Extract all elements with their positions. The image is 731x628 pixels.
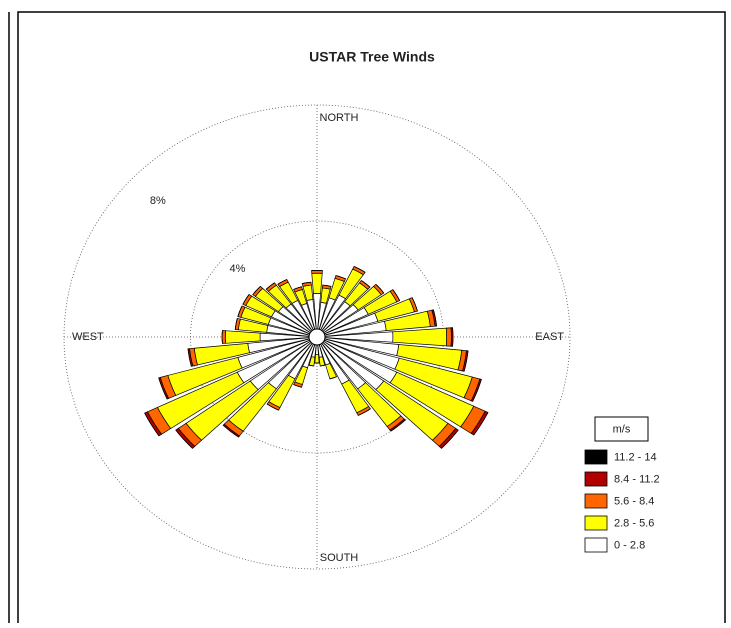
wind-wedge xyxy=(312,273,322,293)
r-tick-label: 4% xyxy=(229,263,245,275)
chart-title: USTAR Tree Winds xyxy=(309,49,435,65)
compass-label: WEST xyxy=(72,331,104,343)
wind-wedge xyxy=(446,328,451,346)
compass-label: NORTH xyxy=(320,112,359,124)
legend-label: 5.6 - 8.4 xyxy=(614,495,654,507)
legend-swatch xyxy=(585,538,607,552)
legend-label: 0 - 2.8 xyxy=(614,539,645,551)
calm-circle xyxy=(309,329,325,345)
wind-wedge xyxy=(315,354,319,363)
legend-swatch xyxy=(585,450,607,464)
legend-label: 8.4 - 11.2 xyxy=(614,473,660,485)
legend-label: 2.8 - 5.6 xyxy=(614,517,654,529)
compass-label: EAST xyxy=(535,331,564,343)
wind-wedge xyxy=(222,330,225,343)
legend-swatch xyxy=(585,494,607,508)
r-tick-label: 8% xyxy=(150,195,166,207)
wind-wedge xyxy=(225,331,260,344)
legend-label: 11.2 - 14 xyxy=(614,451,657,463)
legend-swatch xyxy=(585,516,607,530)
legend-title: m/s xyxy=(613,423,631,435)
compass-label: SOUTH xyxy=(320,552,359,564)
wind-wedge xyxy=(312,270,323,273)
legend-swatch xyxy=(585,472,607,486)
